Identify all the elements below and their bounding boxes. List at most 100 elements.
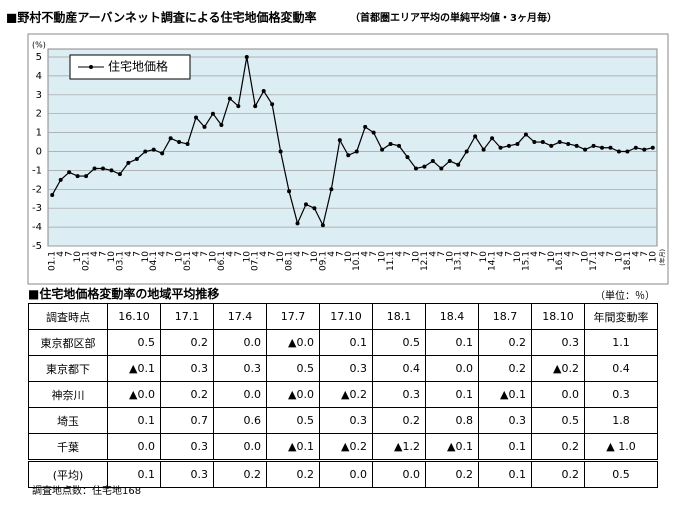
x-tick-label: 7	[572, 251, 582, 257]
point	[430, 158, 435, 163]
point	[473, 134, 478, 139]
x-tick-label: 10	[648, 251, 658, 263]
y-tick-label: -5	[32, 241, 42, 252]
point	[100, 166, 105, 171]
point	[151, 147, 156, 152]
table-cell: 東京都区部	[28, 329, 108, 356]
point	[600, 145, 605, 150]
point	[244, 55, 249, 59]
x-tick-label: 10	[73, 251, 83, 263]
point	[58, 177, 63, 182]
point	[303, 202, 308, 207]
point	[498, 145, 503, 150]
table-cell: 18.7	[478, 303, 532, 330]
x-tick-label: 4	[158, 251, 168, 257]
x-tick-label: 09.1	[318, 251, 328, 271]
point	[523, 132, 528, 137]
x-tick-label: 10	[310, 251, 320, 263]
point	[50, 192, 55, 197]
x-tick-label: 4	[259, 251, 269, 257]
point	[194, 115, 199, 120]
table-title: ■住宅地価格変動率の地域平均推移	[28, 287, 220, 301]
x-tick-label: 7	[369, 251, 379, 257]
point	[261, 89, 266, 94]
x-tick-label: 7	[437, 251, 447, 257]
table-cell: ▲0.1	[107, 355, 161, 382]
point	[566, 141, 571, 146]
x-tick-label: 4	[631, 251, 641, 257]
table-cell: 0.8	[425, 407, 479, 434]
x-tick-label: 7	[301, 251, 311, 257]
point	[650, 145, 655, 150]
table-row: 調査時点 16.10 17.1 17.4 17.7 17.10 18.1 18.4 18.7 18…	[28, 303, 658, 330]
table-cell: 0.1	[478, 459, 532, 488]
point	[67, 170, 72, 175]
x-tick-label: 10	[344, 251, 354, 263]
table-cell: 神奈川	[28, 381, 108, 408]
point	[616, 149, 621, 154]
table-cell: 0.2	[478, 355, 532, 382]
point	[608, 145, 613, 150]
point	[287, 189, 292, 194]
point	[126, 160, 131, 165]
table-cell: 0.3	[319, 355, 373, 382]
x-tick-label: 02.1	[82, 251, 92, 271]
y-tick-label: 3	[36, 90, 42, 101]
point	[177, 140, 182, 145]
x-tick-label: 4	[428, 251, 438, 257]
point	[447, 158, 452, 163]
table-cell: 1.8	[584, 407, 658, 434]
table-cell: 東京都下	[28, 355, 108, 382]
table-cell: 0.0	[213, 433, 267, 461]
x-tick-label: 15.1	[521, 251, 531, 271]
point	[625, 149, 630, 154]
y-tick-label: 2	[36, 109, 42, 120]
legend-marker	[89, 65, 93, 69]
table-cell: 0.4	[372, 355, 426, 382]
table-cell: 0.3	[160, 355, 214, 382]
point	[329, 187, 334, 192]
legend-label: 住宅地価格	[108, 59, 168, 74]
x-tick-label: 7	[65, 251, 75, 257]
x-tick-label: 16.1	[555, 251, 565, 271]
table-cell: 年間変動率	[584, 303, 658, 330]
table-row: 千葉 0.0 0.3 0.0 ▲0.1 ▲0.2 ▲1.2 ▲0.1 0.1 0.2 ▲ 1.0	[28, 433, 658, 461]
point	[253, 104, 258, 109]
x-tick-label: 06.1	[217, 251, 227, 271]
table-cell: 0.2	[425, 459, 479, 488]
table-cell: ▲0.2	[319, 381, 373, 408]
x-tick-label: 11.1	[386, 251, 396, 271]
x-tick-label: 17.1	[589, 251, 599, 271]
x-tick-label: 4	[56, 251, 66, 257]
chart-subtitle: （首都圏エリア平均の単純平均値・3ヶ月毎）	[350, 11, 557, 24]
table-cell: 0.0	[213, 381, 267, 408]
x-tick-label: 07.1	[251, 251, 261, 271]
table-cell: 0.0	[107, 433, 161, 461]
table-cell: 0.3	[160, 433, 214, 461]
table-row: 神奈川 ▲0.0 0.2 0.0 ▲0.0 ▲0.2 0.3 0.1 ▲0.1 0.0 0.3	[28, 381, 658, 408]
table-cell: 0.5	[372, 329, 426, 356]
x-tick-label: 4	[90, 251, 100, 257]
table-cell: 0.3	[319, 407, 373, 434]
x-tick-label: 10	[445, 251, 455, 263]
point	[143, 149, 148, 154]
x-tick-label: 7	[538, 251, 548, 257]
table-cell: 0.2	[478, 329, 532, 356]
point	[320, 223, 325, 228]
table-cell: 千葉	[28, 433, 108, 461]
point	[117, 172, 122, 177]
point	[583, 147, 588, 152]
point	[354, 149, 359, 154]
table-row: (平均) 0.1 0.3 0.2 0.2 0.0 0.0 0.2 0.1 0.2 0.5	[28, 459, 658, 488]
x-tick-label: 4	[598, 251, 608, 257]
x-tick-label: 4	[225, 251, 235, 257]
point	[109, 168, 114, 173]
table-cell: 0.0	[213, 329, 267, 356]
point	[515, 141, 520, 146]
table-cell: 0.0	[425, 355, 479, 382]
point	[380, 147, 385, 152]
table-cell: 0.0	[531, 381, 585, 408]
x-tick-label: 4	[395, 251, 405, 257]
x-tick-label: 4	[124, 251, 134, 257]
table-cell: 1.1	[584, 329, 658, 356]
